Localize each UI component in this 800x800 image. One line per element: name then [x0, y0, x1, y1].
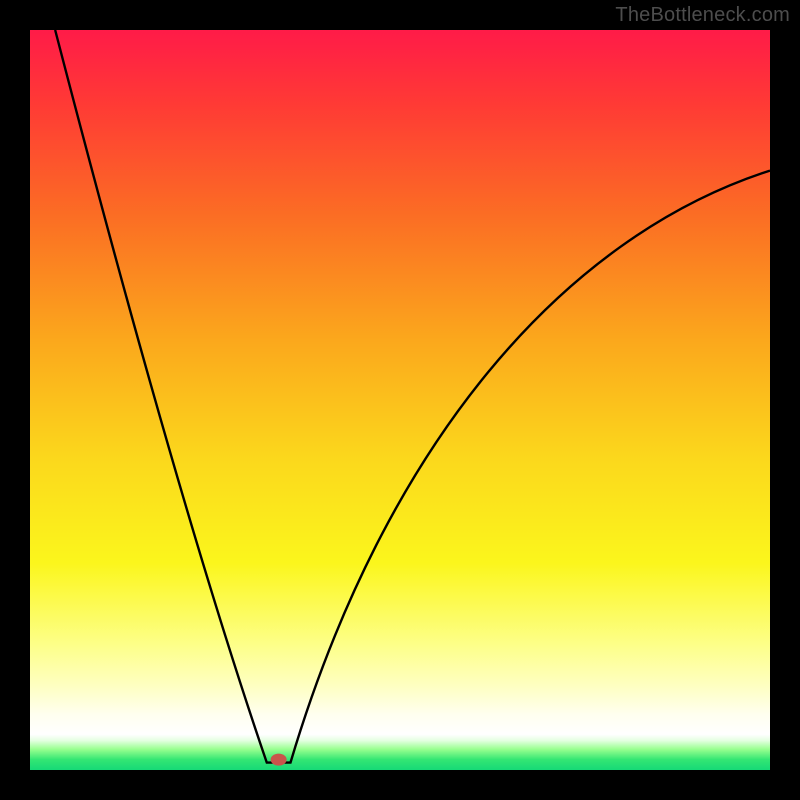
- watermark-text: TheBottleneck.com: [615, 4, 790, 27]
- chart-canvas: [0, 0, 800, 800]
- trough-marker: [271, 754, 287, 766]
- plot-background: [30, 30, 770, 770]
